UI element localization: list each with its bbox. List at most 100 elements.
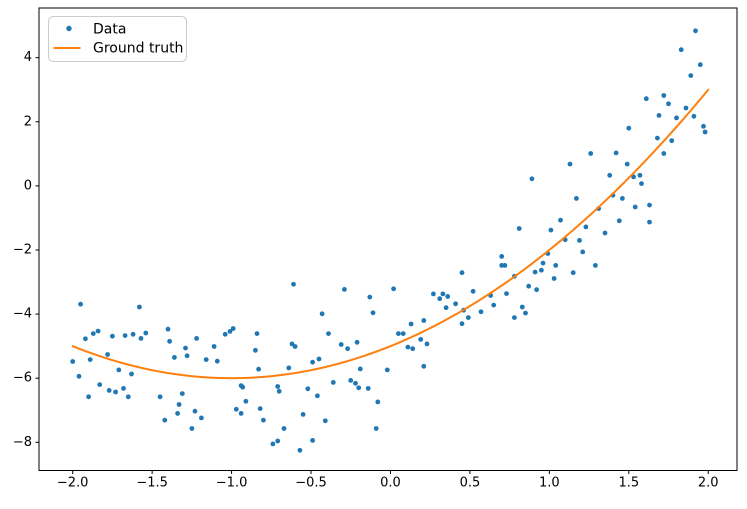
data-point xyxy=(95,328,101,334)
legend-box xyxy=(48,16,187,62)
data-point xyxy=(230,326,236,331)
data-point xyxy=(516,226,522,231)
data-point xyxy=(86,394,91,400)
y-axis-tick-label: 4 xyxy=(24,50,32,65)
data-point xyxy=(199,415,204,421)
data-point xyxy=(666,101,671,107)
data-point xyxy=(172,355,177,360)
data-point xyxy=(138,336,144,341)
x-axis-tick-label: 0.0 xyxy=(380,475,401,490)
data-point xyxy=(624,161,630,167)
data-point xyxy=(693,28,698,34)
data-point xyxy=(459,321,465,327)
data-point xyxy=(310,438,315,443)
x-axis-tick-label: 1.5 xyxy=(618,475,639,490)
data-point xyxy=(577,238,582,243)
data-point xyxy=(121,386,126,391)
data-point xyxy=(189,426,195,431)
legend-label-data: Data xyxy=(93,22,126,38)
y-axis-tick-label: 2 xyxy=(24,114,32,129)
data-point xyxy=(253,347,258,353)
data-point xyxy=(270,441,276,447)
data-point xyxy=(348,378,354,383)
data-point xyxy=(305,386,311,392)
data-point xyxy=(70,359,76,364)
data-point xyxy=(702,129,708,135)
data-point xyxy=(110,333,115,339)
data-point xyxy=(647,219,652,225)
x-axis-tick-label: 0.5 xyxy=(460,475,481,490)
x-axis-tick-label: −1.0 xyxy=(216,475,248,490)
data-point xyxy=(588,151,594,156)
data-points xyxy=(70,28,708,453)
data-point xyxy=(129,371,134,377)
data-point xyxy=(319,311,325,317)
legend-label-ground-truth: Ground truth xyxy=(93,41,183,57)
data-point xyxy=(137,304,142,310)
data-point xyxy=(602,230,608,236)
data-point xyxy=(512,315,517,320)
data-point xyxy=(669,138,675,144)
data-point xyxy=(316,356,322,362)
x-axis-tick-label: −2.0 xyxy=(57,475,89,490)
data-point xyxy=(203,357,209,362)
data-point xyxy=(701,123,706,129)
data-point xyxy=(583,224,589,230)
axes-spines xyxy=(38,7,738,471)
legend-data-dot-icon xyxy=(66,25,72,32)
y-axis-tick-label: −6 xyxy=(13,371,32,386)
data-point xyxy=(113,389,118,395)
data-point xyxy=(243,398,249,404)
data-point xyxy=(551,276,557,281)
y-axis-tick-label: 0 xyxy=(24,178,32,193)
data-point xyxy=(367,294,373,300)
data-point xyxy=(353,380,358,386)
data-point xyxy=(620,196,625,201)
data-point xyxy=(391,286,396,292)
data-point xyxy=(179,391,185,396)
data-point xyxy=(421,363,427,369)
data-point xyxy=(238,411,244,416)
ground-truth-curve xyxy=(71,88,710,380)
data-point xyxy=(157,394,163,400)
data-point xyxy=(405,344,411,350)
data-point xyxy=(326,331,331,336)
data-point xyxy=(626,125,632,131)
x-axis-tick-label: 2.0 xyxy=(698,475,719,490)
data-point xyxy=(322,418,328,424)
data-point xyxy=(491,302,497,308)
data-point xyxy=(661,93,667,98)
data-point xyxy=(558,217,563,223)
data-point xyxy=(370,310,376,316)
data-point xyxy=(76,373,82,379)
data-point xyxy=(106,388,112,393)
data-point xyxy=(275,384,281,389)
data-point xyxy=(256,366,261,372)
data-point xyxy=(421,318,427,323)
data-point xyxy=(162,417,168,423)
data-point xyxy=(607,172,613,178)
y-axis-tick-label: −2 xyxy=(13,242,32,257)
data-point xyxy=(384,367,390,373)
data-point xyxy=(523,310,528,316)
data-point xyxy=(342,287,347,292)
data-point xyxy=(176,402,182,407)
data-point xyxy=(240,384,246,390)
data-point xyxy=(87,357,93,362)
data-point xyxy=(443,305,449,311)
data-point xyxy=(211,344,217,349)
data-point xyxy=(116,367,122,373)
data-point xyxy=(632,204,638,210)
data-point xyxy=(375,399,381,405)
data-point xyxy=(175,411,181,416)
data-point xyxy=(631,174,636,180)
data-point xyxy=(437,296,443,302)
plot-area xyxy=(39,8,737,471)
data-point xyxy=(526,283,532,289)
data-point xyxy=(548,227,554,233)
axes-frame xyxy=(38,7,738,471)
data-point xyxy=(356,385,362,391)
data-point xyxy=(410,346,416,352)
data-point xyxy=(418,337,424,342)
data-point xyxy=(519,304,525,310)
